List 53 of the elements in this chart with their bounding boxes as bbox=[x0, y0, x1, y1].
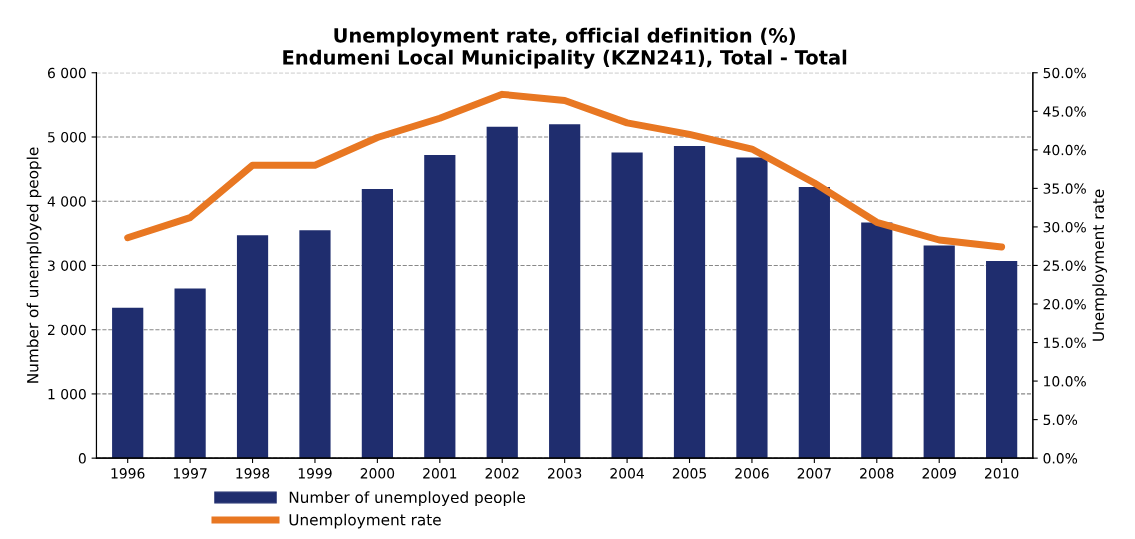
bar bbox=[923, 245, 955, 459]
y-tick-label: 5 000 bbox=[48, 131, 86, 143]
y2-tick-label: 40.0% bbox=[1043, 144, 1086, 156]
x-tick-label: 2002 bbox=[485, 468, 519, 479]
y2-tick-label: 50.0% bbox=[1043, 67, 1086, 79]
x-tick-label: 2008 bbox=[860, 468, 894, 479]
y-tick-label: 0 bbox=[78, 453, 86, 464]
bar bbox=[174, 288, 206, 459]
y-tick-label: 1 000 bbox=[48, 388, 86, 400]
bar bbox=[112, 307, 144, 459]
bar bbox=[986, 260, 1018, 459]
y2-tick-label: 45.0% bbox=[1043, 106, 1086, 117]
y2-tick-label: 5.0% bbox=[1043, 414, 1078, 426]
y-tick-label: 3 000 bbox=[48, 260, 86, 271]
y2-tick-label: 0.0% bbox=[1043, 453, 1078, 464]
x-tick-label: 1998 bbox=[236, 468, 270, 479]
bar bbox=[424, 154, 456, 459]
x-tick-label: 1996 bbox=[111, 468, 145, 479]
x-tick-label: 2006 bbox=[735, 468, 769, 479]
bar bbox=[611, 152, 643, 459]
bar bbox=[236, 235, 269, 459]
bar bbox=[861, 222, 893, 459]
y2-tick-label: 20.0% bbox=[1043, 298, 1086, 310]
y-tick-label: 6 000 bbox=[47, 67, 86, 79]
bar bbox=[798, 187, 830, 459]
x-tick-label: 1999 bbox=[298, 468, 332, 479]
y2-tick-label: 30.0% bbox=[1043, 221, 1086, 233]
x-tick-label: 2000 bbox=[360, 468, 395, 479]
y2-tick-label: 35.0% bbox=[1043, 183, 1086, 194]
x-tick-label: 1997 bbox=[173, 468, 207, 479]
bar bbox=[673, 145, 706, 459]
bar bbox=[361, 189, 393, 459]
bar bbox=[299, 230, 331, 459]
x-tick-label: 2001 bbox=[423, 468, 457, 479]
y2-tick-label: 10.0% bbox=[1044, 376, 1086, 387]
x-tick-label: 2007 bbox=[797, 468, 831, 479]
x-tick-label: 2003 bbox=[548, 468, 582, 479]
y2-axis-title: Unemployment rate bbox=[1092, 189, 1108, 341]
x-tick-label: 2004 bbox=[610, 468, 644, 479]
legend-label: Number of unemployed people bbox=[289, 491, 525, 507]
y2-tick-label: 15.0% bbox=[1044, 337, 1086, 349]
x-tick-label: 2005 bbox=[672, 468, 706, 479]
bar bbox=[736, 157, 768, 459]
y-tick-label: 2 000 bbox=[48, 324, 86, 336]
legend-label: Unemployment rate bbox=[289, 513, 441, 529]
chart-title: Unemployment rate, official definition (%) Endumeni Local Municipality (KZN241), Total - Total bbox=[283, 27, 847, 69]
y-axis-title: Number of unemployed people bbox=[26, 147, 42, 383]
bar bbox=[486, 126, 518, 459]
x-tick-label: 2009 bbox=[922, 468, 956, 479]
y-tick-label: 4 000 bbox=[47, 196, 86, 207]
y2-tick-label: 25.0% bbox=[1043, 260, 1086, 271]
x-tick-label: 2010 bbox=[984, 468, 1019, 479]
bar bbox=[549, 124, 581, 459]
